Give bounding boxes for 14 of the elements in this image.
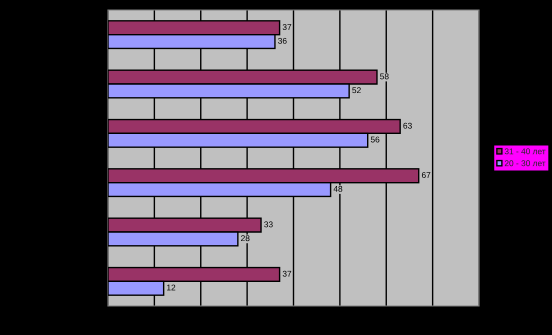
legend-label: 20 - 30 лет (504, 160, 546, 166)
legend-label: 31 - 40 лет (504, 148, 546, 154)
data-label: 37 (282, 24, 292, 30)
data-label: 12 (167, 284, 176, 290)
data-label: 33 (264, 221, 273, 228)
data-label: 52 (352, 87, 361, 94)
data-label: 56 (370, 136, 380, 142)
data-label: 36 (278, 38, 287, 44)
data-label: 48 (334, 186, 342, 192)
data-label: 28 (241, 235, 250, 242)
data-label: 63 (403, 122, 412, 129)
data-label: 58 (380, 73, 389, 80)
data-label: 37 (282, 270, 292, 277)
data-label: 67 (422, 172, 430, 178)
